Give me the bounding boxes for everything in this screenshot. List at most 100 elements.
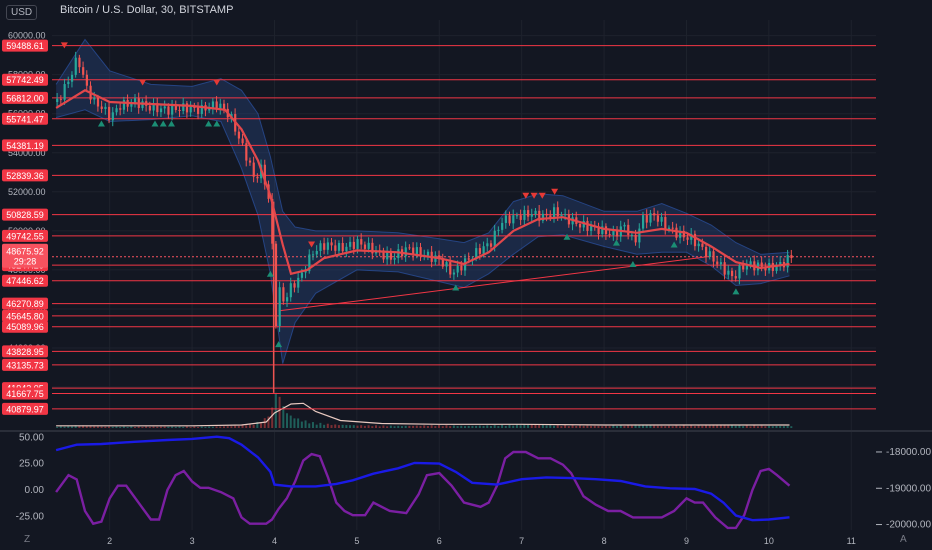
volume-bar	[493, 425, 496, 428]
band-fill	[56, 39, 790, 364]
volume-bar	[74, 425, 77, 428]
candle-body	[530, 214, 533, 217]
volume-bar	[133, 427, 136, 428]
volume-bar	[538, 425, 541, 428]
level-price-text: 52839.36	[6, 171, 44, 181]
candle-body	[56, 98, 59, 102]
volume-bar	[163, 426, 166, 428]
volume-bar	[449, 426, 452, 428]
price-labels[interactable]: 59488.61 57742.49 56812.00 55741.47 54381.19…	[2, 39, 48, 415]
volume-bar	[193, 426, 196, 428]
volume-bar	[775, 425, 778, 428]
volume-bar	[159, 426, 162, 428]
volume-bars	[56, 392, 793, 428]
volume-bar	[786, 425, 789, 428]
candle-body	[82, 67, 85, 75]
volume-bar	[504, 425, 507, 428]
volume-bar	[582, 425, 585, 428]
volume-bar	[367, 425, 370, 428]
level-price-text: 45645.80	[6, 311, 44, 321]
candle-body	[649, 213, 652, 223]
volume-bar	[638, 425, 641, 428]
oscillator-purple-line	[55, 450, 791, 530]
volume-bar	[578, 425, 581, 428]
volume-bar	[130, 426, 133, 428]
volume-bar	[119, 426, 122, 428]
candle-body	[230, 114, 233, 118]
volume-bar	[304, 420, 307, 428]
candle-body	[667, 227, 671, 230]
volume-bar	[208, 426, 211, 428]
level-price-text: 47446.62	[6, 276, 44, 286]
volume-bar	[252, 424, 255, 428]
volume-bar	[464, 426, 466, 428]
candle-body	[426, 251, 430, 256]
volume-bar	[701, 425, 704, 428]
volume-bar	[174, 426, 177, 428]
candle-body	[371, 242, 374, 254]
volume-bar	[482, 425, 485, 428]
volume-bar	[782, 426, 785, 428]
buy-marker	[205, 120, 213, 127]
volume-bar	[178, 426, 181, 428]
level-price-tag	[2, 402, 48, 415]
candle-body	[263, 164, 266, 185]
level-price-tag	[2, 345, 48, 358]
symbol-title[interactable]: Bitcoin / U.S. Dollar, 30, BITSTAMP	[60, 4, 234, 16]
volume-bar	[486, 425, 489, 428]
volume-bar	[515, 424, 518, 428]
volume-bar	[308, 423, 311, 428]
level-price-text: 43828.95	[6, 347, 44, 357]
candle-body	[590, 226, 593, 231]
volume-bar	[393, 426, 396, 428]
candle-body	[790, 255, 793, 259]
sell-marker	[551, 188, 559, 195]
volume-bar	[282, 406, 285, 428]
candle-body	[475, 248, 478, 259]
volume-bar	[475, 425, 478, 428]
volume-bar	[59, 426, 62, 428]
candle-body	[386, 252, 389, 260]
volume-bar	[356, 425, 359, 428]
candle-body	[219, 103, 222, 110]
candle-body	[278, 287, 281, 327]
level-price-tag	[2, 91, 48, 104]
volume-bar	[412, 425, 415, 428]
volume-bar	[608, 426, 611, 428]
candle-body	[679, 230, 682, 238]
candle-body	[297, 277, 300, 288]
volume-bar	[115, 426, 118, 428]
volume-bar	[289, 415, 292, 428]
currency-label[interactable]: USD	[6, 5, 38, 20]
candle-body	[193, 106, 196, 108]
volume-bar	[330, 425, 333, 428]
auto-scale-toggle[interactable]: A	[900, 534, 907, 545]
candle-body	[59, 98, 63, 100]
volume-bar	[345, 425, 348, 428]
candle-body	[85, 74, 88, 86]
candle-body	[597, 226, 600, 235]
candle-body	[100, 106, 103, 109]
buy-marker	[612, 239, 620, 246]
candle-body	[248, 160, 252, 163]
volume-bar	[671, 426, 674, 428]
candle-body	[623, 224, 626, 227]
volume-bar	[434, 426, 437, 428]
candle-body	[675, 227, 678, 238]
candle-body	[115, 108, 118, 113]
candle-body	[245, 143, 248, 161]
volume-bar	[697, 425, 700, 428]
candle-body	[627, 224, 630, 235]
last-price-tag	[2, 243, 48, 268]
volume-bar	[189, 427, 192, 428]
candle-body	[163, 106, 166, 109]
level-price-text: 54381.19	[6, 141, 44, 151]
candle-body	[256, 176, 259, 179]
osc-right-tick-label: -18000.00	[886, 447, 931, 458]
volume-bar	[623, 425, 626, 428]
zoom-toggle[interactable]: Z	[24, 534, 31, 545]
volume-bar	[341, 424, 344, 428]
volume-bar	[730, 425, 733, 428]
volume-bar	[667, 425, 670, 428]
volume-bar	[237, 425, 240, 428]
